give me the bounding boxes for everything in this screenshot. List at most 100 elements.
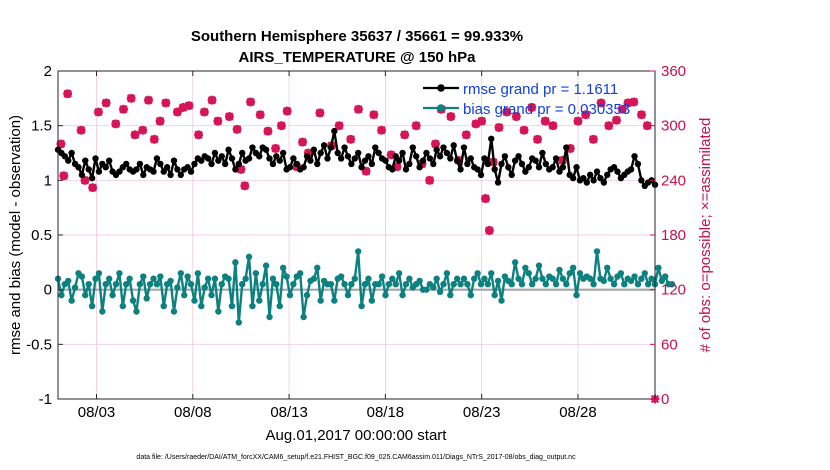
rmse-point (447, 155, 454, 162)
obs-assimilated-mark (369, 110, 379, 120)
rmse-point (341, 144, 348, 151)
obs-assimilated-point (255, 110, 265, 120)
obs-assimilated-mark (502, 107, 512, 117)
x-tick-label: 08/08 (174, 404, 212, 421)
rmse-point (477, 171, 485, 179)
bias-point (662, 273, 669, 280)
obs-assimilated-mark (588, 134, 598, 144)
obs-assimilated-mark (263, 126, 273, 136)
rmse-point (331, 127, 338, 135)
y-tick-label: -0.5 (26, 336, 52, 353)
obs-assimilated-point (76, 125, 86, 135)
obs-assimilated-mark (540, 116, 550, 126)
obs-assimilated-mark (548, 121, 558, 131)
bias-point (460, 275, 468, 282)
obs-assimilated-point (477, 116, 487, 126)
legend-bias-label: bias grand pr = 0.030353 (463, 101, 630, 118)
obs-assimilated-point (207, 95, 217, 105)
obs-assimilated-mark (558, 155, 567, 165)
bias-point (249, 302, 256, 310)
rmse-point (324, 155, 331, 162)
bias-point (641, 270, 648, 277)
rmse-point (187, 168, 195, 175)
bias-point (99, 308, 106, 315)
rmse-point (382, 157, 389, 164)
obs-assimilated-point (161, 98, 171, 108)
rmse-point (552, 155, 560, 162)
obs-assimilated-point (282, 106, 292, 116)
rmse-point (453, 157, 461, 164)
rmse-point (269, 160, 277, 168)
bias-point (331, 297, 338, 304)
obs-assimilated-point (334, 121, 344, 131)
obs-assimilated-point (612, 115, 621, 125)
obs-assimilated-point (471, 119, 481, 129)
bias-point (440, 281, 447, 288)
bias-point (92, 275, 99, 282)
obs-assimilated-point (548, 121, 558, 131)
bias-point (433, 275, 440, 282)
y-right-tick-label: 120 (661, 282, 686, 299)
y-axis-right: 0 60 120 180 240 300 360 (650, 63, 686, 408)
bias-point (146, 281, 154, 288)
bias-point (402, 281, 410, 288)
bias-point (385, 281, 393, 288)
obs-assimilated-mark (346, 134, 356, 144)
rmse-point (215, 157, 222, 164)
bias-point (392, 281, 399, 288)
rmse-point (320, 142, 328, 149)
bias-point (634, 281, 642, 288)
bias-point (95, 270, 103, 277)
rmse-point (416, 164, 423, 171)
obs-assimilated-mark (161, 98, 171, 108)
rmse-point (303, 153, 311, 160)
rmse-point (450, 142, 457, 149)
bias-point (382, 291, 389, 299)
bias-point (170, 308, 178, 315)
bias-point (348, 281, 355, 288)
obs-assimilated-point (213, 116, 223, 126)
bias-point (361, 281, 369, 288)
obs-assimilated-point (511, 112, 521, 121)
rmse-point (573, 164, 580, 171)
rmse-point (426, 155, 434, 162)
y-axis-label: rmse and bias (model - observation) (7, 115, 24, 355)
rmse-point (433, 146, 440, 153)
rmse-point (256, 153, 263, 160)
y-right-tick-label: 300 (661, 118, 686, 135)
bias-point (129, 297, 137, 304)
bias-point (607, 275, 614, 282)
rmse-point (174, 166, 181, 173)
obs-assimilated-point (126, 93, 136, 103)
obs-assimilated-point (484, 226, 494, 235)
obs-assimilated-mark (199, 107, 209, 117)
rmse-point (150, 168, 157, 175)
bias-point (491, 291, 498, 299)
rmse-point (430, 160, 437, 168)
rmse-point (273, 153, 280, 160)
rmse-point (464, 160, 471, 168)
rmse-point (406, 160, 413, 168)
obs-assimilated-point (144, 95, 153, 105)
obs-assimilated-mark (481, 194, 490, 203)
rmse-point (293, 160, 300, 168)
obs-assimilated-mark (565, 144, 575, 153)
bias-point (559, 275, 567, 282)
bias-point (668, 281, 676, 288)
rmse-point (423, 149, 430, 157)
bias-point (484, 281, 492, 288)
bias-point (160, 302, 167, 310)
bias-point (600, 277, 608, 285)
bias-point (215, 308, 222, 315)
rmse-point (532, 157, 539, 164)
bias-point (65, 277, 72, 285)
data-file-note: data file: /Users/raeder/DAI/ATM_forcXX/… (136, 454, 576, 461)
obs-assimilated-mark (612, 115, 621, 125)
rmse-point (392, 153, 399, 160)
rmse-point (535, 164, 543, 171)
obs-assimilated-mark (425, 175, 435, 185)
obs-assimilated-mark (533, 134, 542, 144)
rmse-point (327, 144, 335, 151)
bias-point (542, 281, 550, 288)
obs-assimilated-mark (276, 121, 286, 131)
